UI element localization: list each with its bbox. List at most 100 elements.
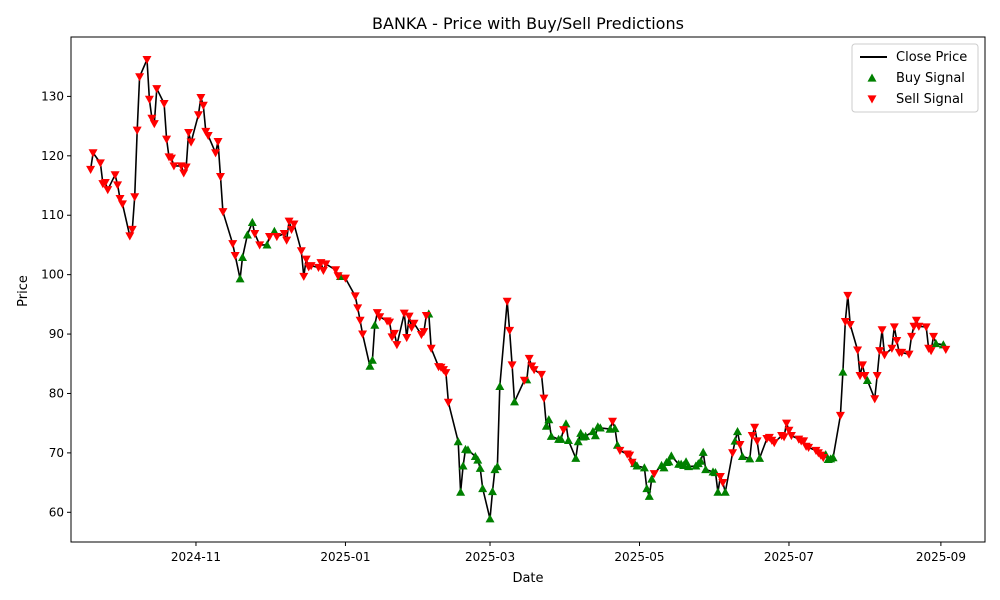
- sell-signal-marker: [115, 195, 125, 204]
- sell-signal-marker: [318, 266, 328, 275]
- sell-signal-marker: [875, 347, 885, 356]
- sell-signal-marker: [272, 233, 282, 242]
- sell-signal-marker: [201, 127, 211, 136]
- sell-signal-marker: [897, 348, 907, 357]
- sell-signal-marker: [404, 312, 414, 321]
- x-tick-label: 2025-01: [320, 550, 370, 564]
- sell-signal-marker: [125, 232, 135, 241]
- sell-signal-marker: [299, 272, 309, 281]
- sell-signal-marker: [608, 417, 618, 426]
- buy-signal-marker: [235, 274, 245, 283]
- sell-signal-marker: [728, 449, 738, 458]
- sell-signal-marker: [906, 332, 916, 341]
- sell-signal-marker: [784, 426, 794, 435]
- legend-label: Close Price: [896, 50, 967, 65]
- buy-signal-marker: [495, 381, 505, 390]
- sell-signal-marker: [625, 451, 635, 460]
- buy-signal-marker: [647, 474, 657, 483]
- buy-signal-marker: [639, 463, 649, 472]
- buy-signal-marker: [563, 435, 573, 445]
- buy-signal-marker: [684, 462, 694, 471]
- sell-signal-marker: [331, 266, 341, 275]
- sell-signal-marker: [402, 334, 412, 343]
- chart-title: BANKA - Price with Buy/Sell Predictions: [372, 14, 684, 33]
- legend-label: Buy Signal: [896, 71, 965, 86]
- sell-signal-marker: [627, 458, 637, 467]
- x-axis-label: Date: [512, 571, 543, 586]
- sell-signal-marker: [735, 440, 745, 450]
- sell-signal-marker: [289, 220, 299, 229]
- sell-signal-marker: [147, 114, 157, 123]
- y-tick-label: 120: [41, 149, 64, 163]
- sell-signal-marker: [193, 111, 203, 120]
- buy-signal-marker: [262, 240, 272, 249]
- x-tick-label: 2025-03: [465, 550, 515, 564]
- y-tick-label: 100: [41, 268, 64, 282]
- legend-sell-swatch: [867, 95, 877, 104]
- buy-signal-marker: [862, 375, 872, 384]
- buy-signal-marker: [238, 252, 248, 262]
- buy-signal-marker: [510, 397, 520, 406]
- legend-box: [851, 43, 979, 113]
- sell-signal-marker: [853, 346, 863, 355]
- sell-signal-marker: [132, 126, 142, 135]
- sell-signal-marker: [255, 241, 265, 250]
- sell-signal-marker: [333, 272, 343, 281]
- x-tick-label: 2024-11: [171, 550, 221, 564]
- sell-signal-marker: [179, 169, 189, 178]
- buy-signal-marker: [931, 339, 941, 348]
- sell-signal-marker: [524, 354, 534, 363]
- sell-signal-marker: [877, 326, 887, 335]
- sell-signal-marker: [872, 372, 882, 381]
- buy-signal-marker: [737, 451, 747, 461]
- buy-signal-marker: [573, 437, 583, 446]
- buy-signal-marker: [644, 491, 654, 500]
- y-tick-label: 130: [41, 89, 64, 103]
- buy-signal-marker: [456, 487, 466, 496]
- sell-signal-marker: [169, 162, 179, 171]
- sell-signal-marker: [857, 361, 867, 370]
- sell-signal-marker: [301, 255, 311, 264]
- sell-signal-marker: [103, 186, 113, 195]
- sell-signal-marker: [321, 260, 331, 269]
- sell-signal-marker: [218, 208, 228, 217]
- buy-signal-marker: [713, 487, 723, 496]
- buy-signal-marker: [571, 453, 581, 462]
- sell-signal-marker: [782, 419, 792, 428]
- sell-signal-marker: [615, 446, 625, 456]
- sell-signal-marker: [284, 217, 294, 226]
- buy-signal-marker: [720, 487, 730, 496]
- sell-signal-marker: [159, 99, 169, 109]
- sell-signal-marker: [296, 247, 306, 256]
- buy-signal-marker: [664, 457, 674, 466]
- sell-signal-marker: [914, 322, 924, 331]
- buy-signal-marker: [475, 463, 485, 472]
- sell-signal-marker: [355, 316, 365, 325]
- sell-signal-marker: [419, 328, 429, 337]
- sell-signal-marker: [184, 129, 194, 138]
- sell-signal-marker: [843, 291, 853, 300]
- legend-buy-swatch: [867, 73, 877, 82]
- sell-signal-marker: [181, 163, 191, 172]
- buy-signal-marker: [546, 431, 556, 440]
- buy-signal-marker: [595, 423, 605, 432]
- axes-frame: [70, 36, 986, 543]
- sell-signal-marker: [519, 376, 529, 385]
- x-tick-label: 2025-09: [916, 550, 966, 564]
- sell-signal-marker: [358, 330, 368, 339]
- sell-signal-marker: [904, 350, 914, 359]
- sell-signal-marker: [536, 370, 546, 379]
- sell-signal-marker: [718, 478, 728, 488]
- buy-signal-marker: [590, 431, 600, 440]
- sell-signal-marker: [149, 120, 159, 129]
- legend-label: Sell Signal: [896, 92, 964, 107]
- buy-signal-marker: [745, 454, 755, 463]
- x-tick-label: 2025-07: [764, 550, 814, 564]
- sell-signal-marker: [926, 347, 936, 356]
- buy-signal-marker: [544, 415, 554, 424]
- sell-signal-marker: [507, 361, 517, 370]
- y-tick-label: 70: [49, 446, 64, 460]
- sell-signal-marker: [306, 262, 316, 271]
- y-tick-label: 90: [49, 327, 64, 341]
- plot-area: [86, 55, 951, 523]
